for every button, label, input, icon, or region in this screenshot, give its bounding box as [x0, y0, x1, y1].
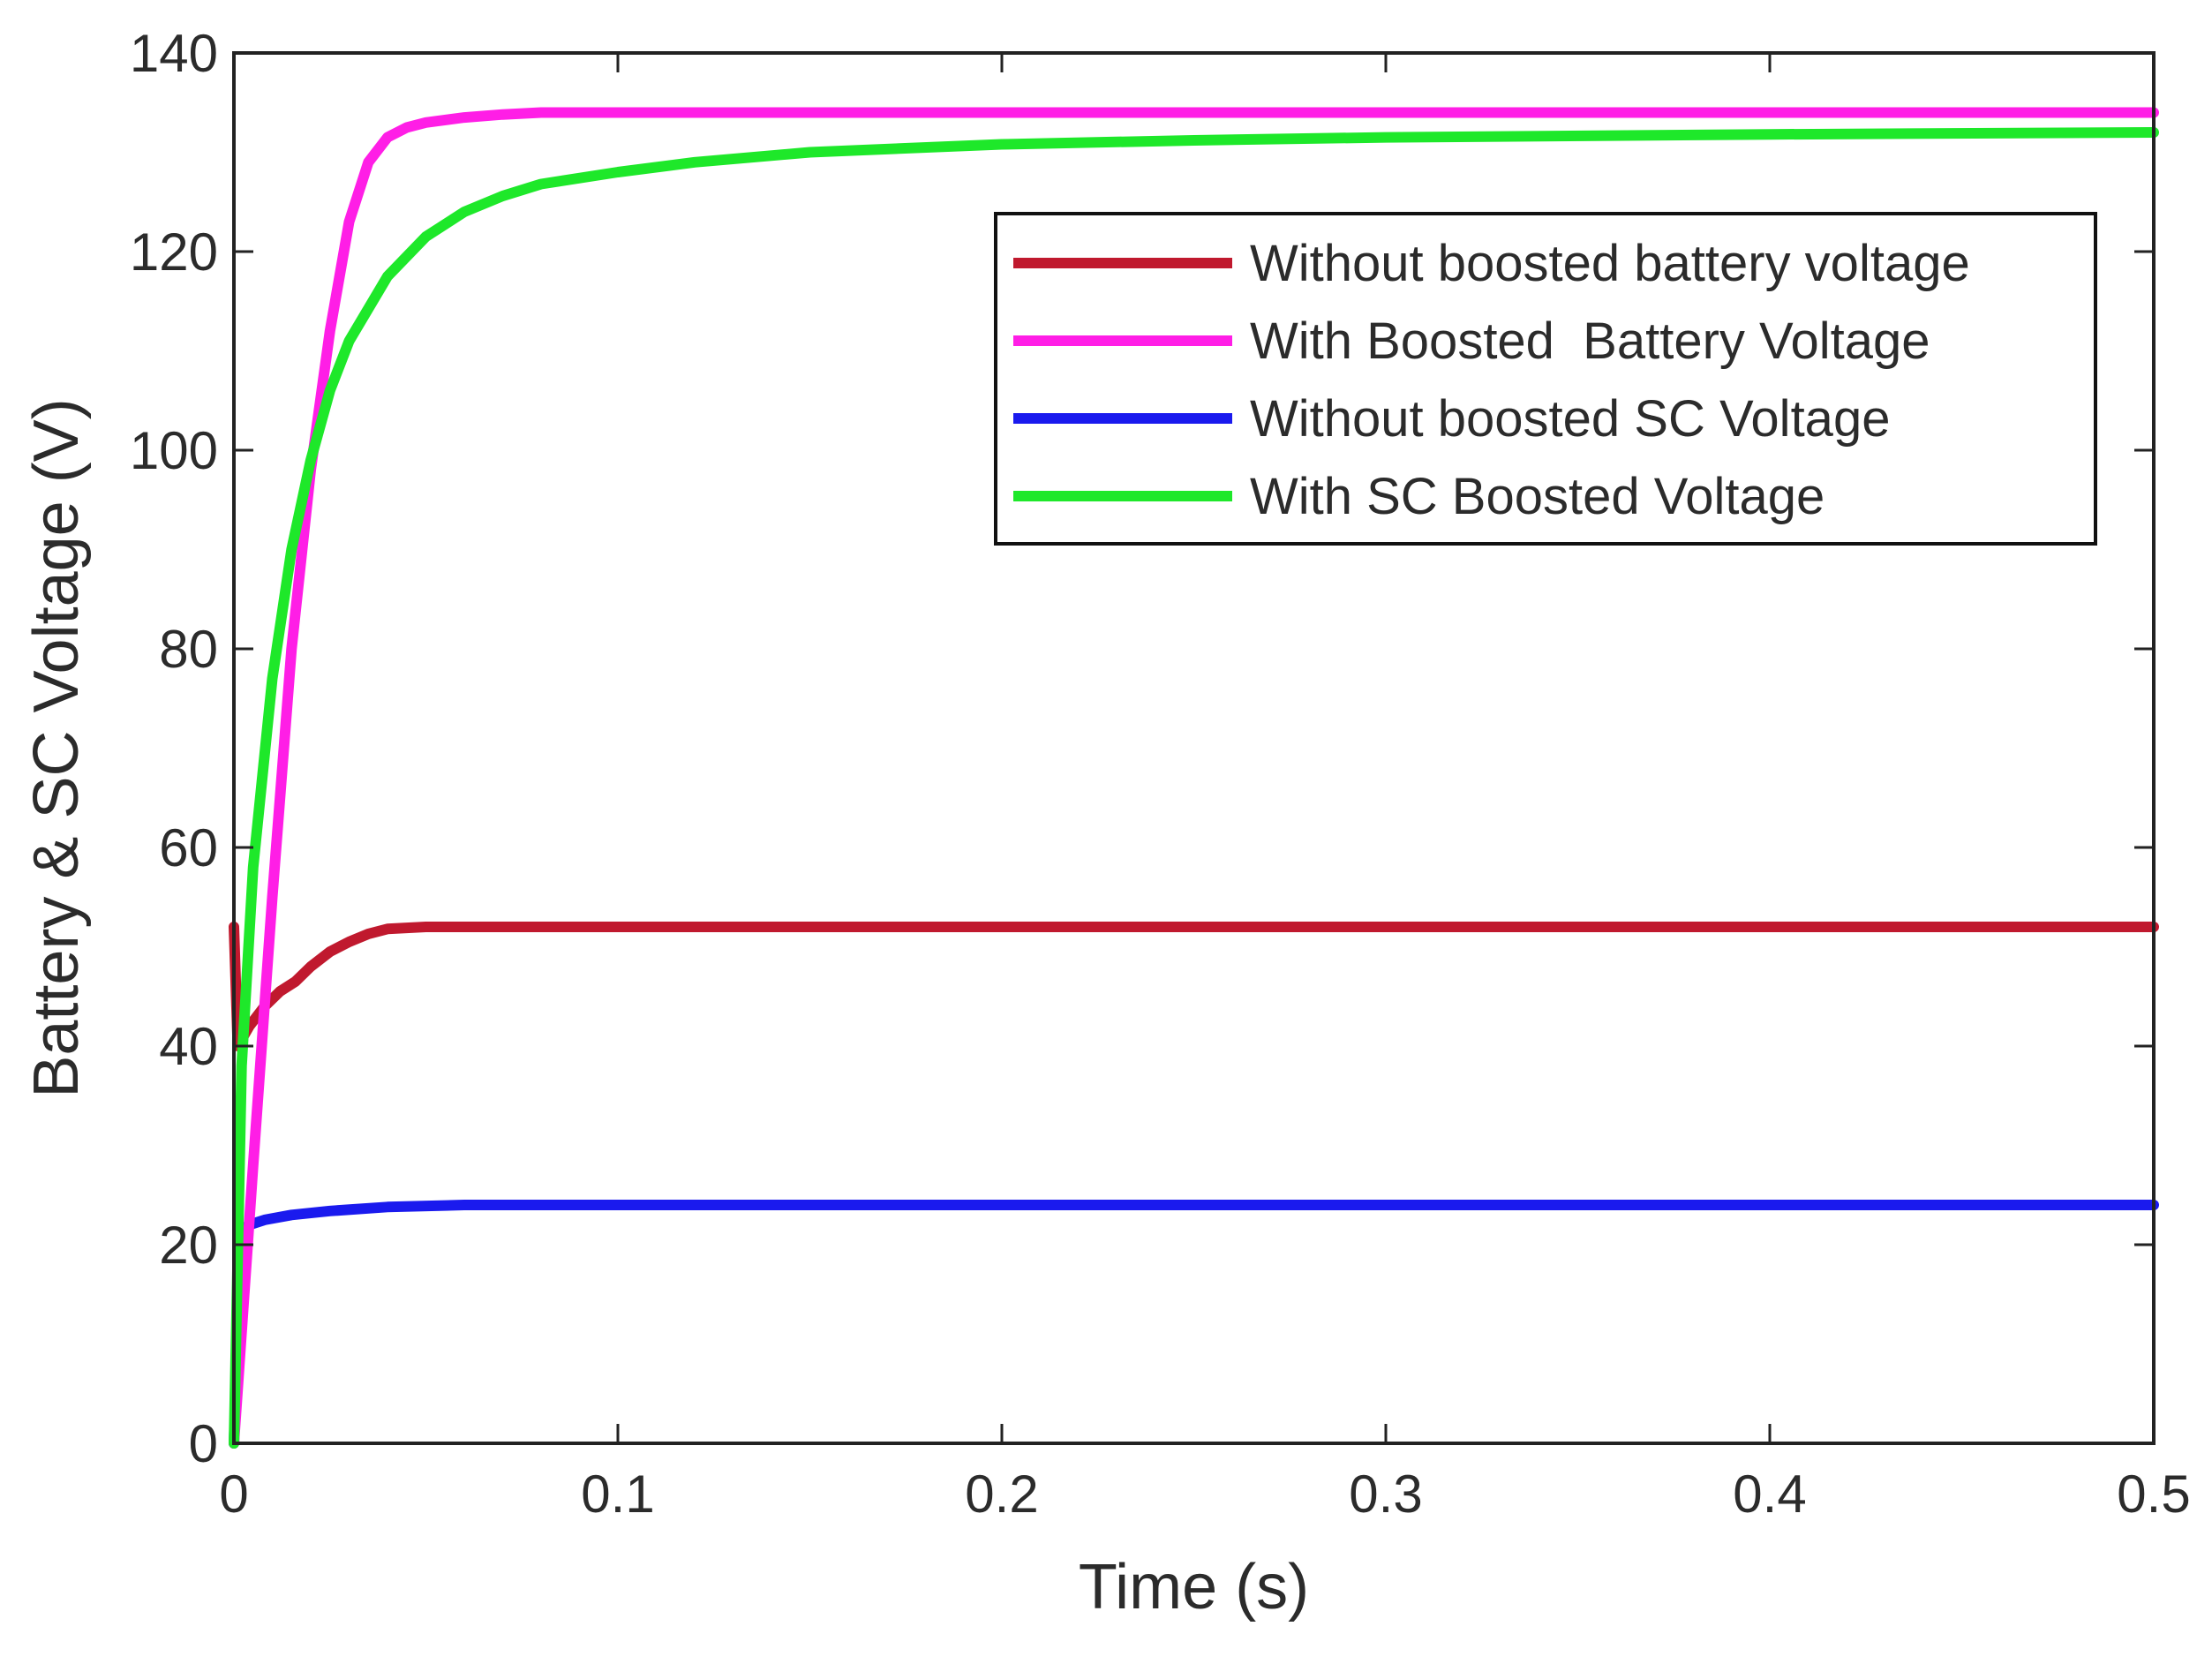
x-tick-label: 0.1 — [581, 1464, 654, 1524]
plot-frame — [232, 51, 2156, 1445]
series-line-3 — [229, 1200, 2159, 1449]
x-tick-label: 0.5 — [2117, 1464, 2190, 1524]
y-tick-label: 20 — [159, 1216, 218, 1275]
legend: Without boosted battery voltage With Boos… — [994, 212, 2097, 546]
series-layer — [229, 107, 2159, 1449]
y-tick-label: 100 — [130, 421, 218, 480]
y-tick-label: 80 — [159, 620, 218, 679]
y-tick-label: 40 — [159, 1017, 218, 1076]
y-tick-label: 60 — [159, 818, 218, 877]
legend-label-3: Without boosted SC Voltage — [1250, 390, 1890, 448]
y-tick-label: 0 — [189, 1414, 218, 1473]
y-axis-label: Battery & SC Voltage (V) — [21, 398, 92, 1097]
series-line-2 — [229, 107, 2159, 1449]
y-tick-label: 140 — [130, 24, 218, 83]
x-tick-label: 0 — [219, 1464, 248, 1524]
x-axis-label: Time (s) — [1079, 1552, 1309, 1623]
legend-label-4: With SC Boosted Voltage — [1250, 468, 1825, 525]
series-line-1 — [229, 922, 2159, 1051]
legend-label-1: Without boosted battery voltage — [1250, 235, 1970, 292]
y-tick-label: 120 — [130, 222, 218, 282]
ticks-layer: 0 0.1 0.2 0.3 0.4 0.5 0 20 40 60 80 100 120 140 — [130, 24, 2191, 1524]
x-tick-label: 0.2 — [965, 1464, 1038, 1524]
legend-label-2: With Boosted Battery Voltage — [1250, 312, 1930, 370]
legend-box — [994, 212, 2097, 546]
x-tick-label: 0.4 — [1733, 1464, 1806, 1524]
series-line-4 — [229, 127, 2159, 1449]
x-tick-label: 0.3 — [1349, 1464, 1422, 1524]
